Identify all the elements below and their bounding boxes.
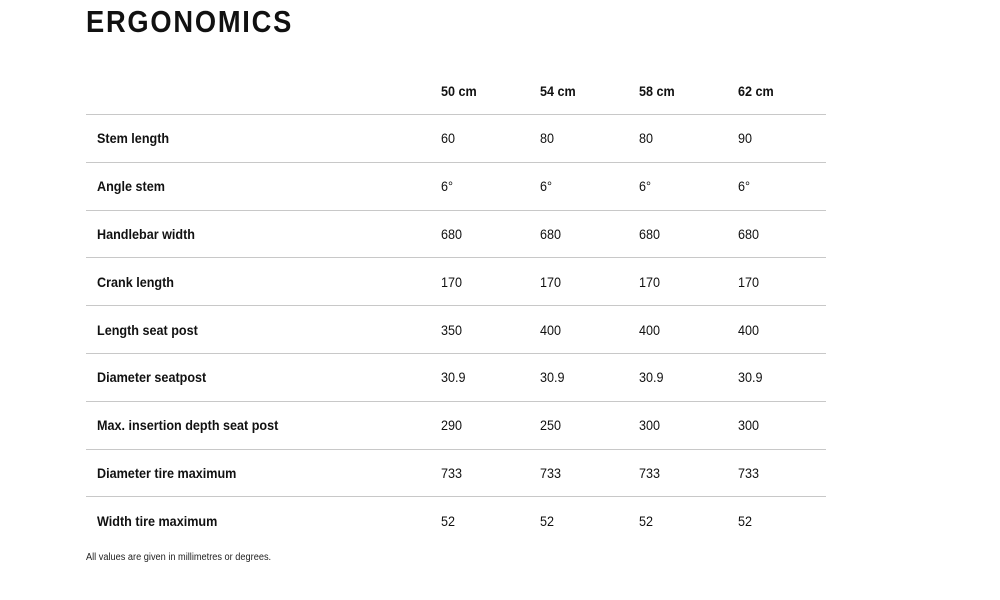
footnote: All values are given in millimetres or d… xyxy=(86,552,272,563)
table-cell: 170 xyxy=(738,273,760,290)
table-cell: 52 xyxy=(441,512,456,529)
column-header: 58 cm xyxy=(639,83,675,99)
table-cell: 6° xyxy=(639,178,652,195)
table-cell: 52 xyxy=(738,512,753,529)
table-cell: 6° xyxy=(738,178,751,195)
table-cell: 170 xyxy=(441,273,463,290)
table-cell: 60 xyxy=(441,130,456,147)
table-cell: 170 xyxy=(540,273,562,290)
column-header: 50 cm xyxy=(441,83,477,99)
ergonomics-table: 50 cm 54 cm 58 cm 62 cm Stem length 60 80 8… xyxy=(86,68,826,544)
table-cell: 680 xyxy=(738,225,760,242)
row-label: Stem length xyxy=(97,130,170,147)
row-label: Crank length xyxy=(97,273,175,290)
table-cell: 290 xyxy=(441,417,463,434)
table-cell: 733 xyxy=(441,464,463,481)
table-row: Diameter seatpost 30.9 30.9 30.9 30.9 xyxy=(86,354,826,402)
row-label: Angle stem xyxy=(97,178,165,195)
table-cell: 30.9 xyxy=(540,369,565,386)
table-cell: 350 xyxy=(441,321,463,338)
row-label: Length seat post xyxy=(97,321,198,338)
table-row: Width tire maximum 52 52 52 52 xyxy=(86,497,826,544)
table-cell: 400 xyxy=(639,321,661,338)
table-cell: 733 xyxy=(540,464,562,481)
row-label: Max. insertion depth seat post xyxy=(97,417,279,434)
table-cell: 300 xyxy=(639,417,661,434)
table-cell: 90 xyxy=(738,130,753,147)
table-cell: 80 xyxy=(540,130,555,147)
table-header-row: 50 cm 54 cm 58 cm 62 cm xyxy=(86,68,826,115)
table-cell: 733 xyxy=(738,464,760,481)
table-cell: 680 xyxy=(639,225,661,242)
table-row: Length seat post 350 400 400 400 xyxy=(86,306,826,354)
section-title: ERGONOMICS xyxy=(86,4,294,39)
table-row: Diameter tire maximum 733 733 733 733 xyxy=(86,450,826,498)
row-label: Diameter tire maximum xyxy=(97,464,237,481)
table-row: Max. insertion depth seat post 290 250 300 3… xyxy=(86,402,826,450)
table-row: Stem length 60 80 80 90 xyxy=(86,115,826,163)
table-cell: 300 xyxy=(738,417,760,434)
table-cell: 80 xyxy=(639,130,654,147)
table-row: Handlebar width 680 680 680 680 xyxy=(86,211,826,259)
table-cell: 30.9 xyxy=(441,369,466,386)
row-label: Diameter seatpost xyxy=(97,369,207,386)
table-cell: 6° xyxy=(441,178,454,195)
column-header: 62 cm xyxy=(738,83,774,99)
table-cell: 680 xyxy=(441,225,463,242)
table-cell: 250 xyxy=(540,417,562,434)
table-cell: 52 xyxy=(540,512,555,529)
table-cell: 170 xyxy=(639,273,661,290)
table-row: Angle stem 6° 6° 6° 6° xyxy=(86,163,826,211)
table-cell: 30.9 xyxy=(738,369,763,386)
table-cell: 733 xyxy=(639,464,661,481)
table-cell: 680 xyxy=(540,225,562,242)
table-cell: 400 xyxy=(540,321,562,338)
table-row: Crank length 170 170 170 170 xyxy=(86,258,826,307)
column-header: 54 cm xyxy=(540,83,576,99)
row-label: Width tire maximum xyxy=(97,512,218,529)
table-cell: 400 xyxy=(738,321,760,338)
table-cell: 30.9 xyxy=(639,369,664,386)
row-label: Handlebar width xyxy=(97,225,196,242)
table-cell: 6° xyxy=(540,178,553,195)
table-cell: 52 xyxy=(639,512,654,529)
